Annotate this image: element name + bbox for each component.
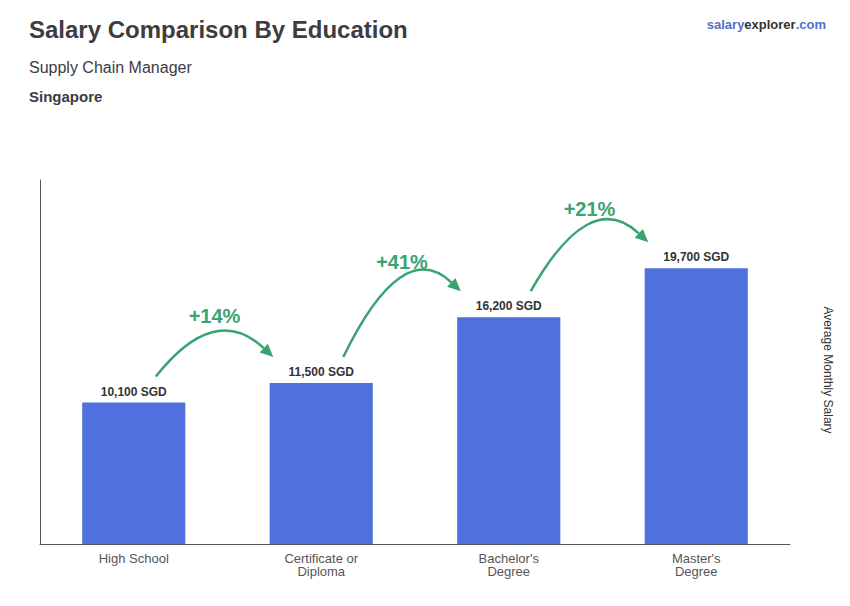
- svg-text:+21%: +21%: [564, 198, 616, 220]
- svg-text:Singapore: Singapore: [29, 88, 102, 105]
- svg-text:.com: .com: [796, 17, 826, 32]
- svg-text:+41%: +41%: [376, 251, 428, 273]
- svg-text:16,200 SGD: 16,200 SGD: [476, 299, 542, 313]
- svg-text:Average Monthly Salary: Average Monthly Salary: [821, 306, 835, 433]
- svg-text:Supply Chain Manager: Supply Chain Manager: [29, 59, 192, 76]
- svg-text:Bachelor's: Bachelor's: [478, 551, 539, 566]
- svg-text:High School: High School: [99, 551, 169, 566]
- svg-text:Diploma: Diploma: [297, 564, 345, 579]
- svg-text:11,500 SGD: 11,500 SGD: [289, 365, 355, 379]
- svg-text:Salary Comparison By Education: Salary Comparison By Education: [29, 16, 408, 43]
- svg-text:Certificate or: Certificate or: [284, 551, 359, 566]
- svg-text:10,100 SGD: 10,100 SGD: [101, 385, 167, 399]
- svg-text:salary: salary: [707, 17, 745, 32]
- svg-text:Master's: Master's: [671, 551, 721, 566]
- svg-text:Degree: Degree: [487, 564, 530, 579]
- svg-text:+14%: +14%: [189, 305, 241, 327]
- svg-text:explorer: explorer: [744, 17, 795, 32]
- svg-text:Degree: Degree: [675, 564, 718, 579]
- svg-text:19,700 SGD: 19,700 SGD: [663, 250, 729, 264]
